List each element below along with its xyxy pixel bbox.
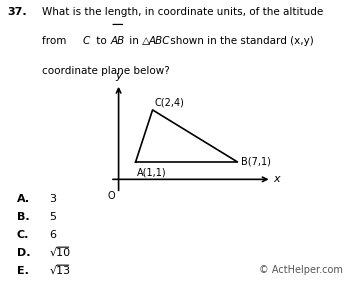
Text: 6: 6: [49, 230, 56, 240]
Text: C(2,4): C(2,4): [154, 97, 184, 107]
Text: √10: √10: [49, 248, 70, 258]
Text: 3: 3: [49, 194, 56, 204]
Text: C.: C.: [17, 230, 29, 240]
Text: from: from: [42, 36, 70, 46]
Text: ABC: ABC: [149, 36, 170, 46]
Text: D.: D.: [17, 248, 30, 258]
Text: AB: AB: [110, 36, 125, 46]
Text: B(7,1): B(7,1): [241, 156, 271, 166]
Text: coordinate plane below?: coordinate plane below?: [42, 66, 170, 76]
Text: O: O: [107, 191, 115, 201]
Text: B.: B.: [17, 212, 29, 222]
Text: A(1,1): A(1,1): [137, 167, 167, 177]
Text: © ActHelper.com: © ActHelper.com: [259, 265, 343, 275]
Text: x: x: [273, 174, 280, 184]
Text: E.: E.: [17, 266, 28, 276]
Text: √13: √13: [49, 266, 70, 276]
Text: in △: in △: [126, 36, 150, 46]
Text: C: C: [82, 36, 90, 46]
Text: shown in the standard (x,y): shown in the standard (x,y): [167, 36, 314, 46]
Text: 37.: 37.: [7, 7, 27, 17]
Text: What is the length, in coordinate units, of the altitude: What is the length, in coordinate units,…: [42, 7, 323, 17]
Text: to: to: [93, 36, 110, 46]
Text: y: y: [115, 71, 122, 81]
Text: 5: 5: [49, 212, 56, 222]
Text: A.: A.: [17, 194, 30, 204]
